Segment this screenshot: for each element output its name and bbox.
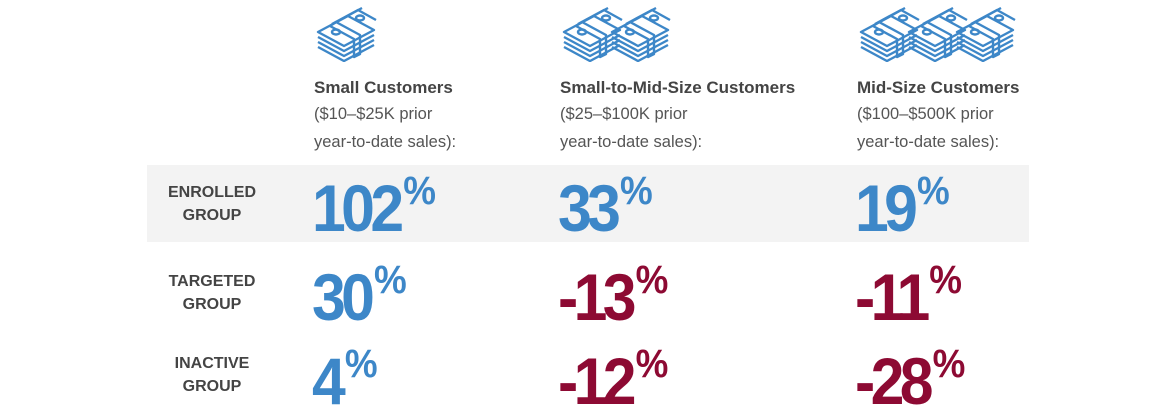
percent-value: 4% [312,344,378,414]
subtitle-line: year-to-date sales): [560,133,703,151]
column-header: Small Customers ($10–$25K prior year-to-d… [314,0,514,156]
icon-group [857,0,1057,66]
row-label-line: INACTIVE [174,355,250,372]
percent-value: -13% [558,260,668,330]
row-label: TARGETED GROUP [147,270,277,316]
row-label: INACTIVE GROUP [147,352,277,398]
subtitle-line: ($100–$500K prior [857,105,994,123]
percent-value: 19% [855,171,950,241]
percent-number: -11 [855,260,930,334]
column-subtitle: ($10–$25K prior year-to-date sales): [314,100,514,156]
subtitle-line: ($25–$100K prior [560,105,688,123]
percent-number: 4 [312,344,346,418]
column-header: Small-to-Mid-Size Customers ($25–$100K p… [560,0,795,156]
percent-value: 30% [312,260,407,330]
percent-number: 30 [312,260,375,334]
subtitle-line: year-to-date sales): [857,133,1000,151]
column-title: Mid-Size Customers [857,78,1020,97]
column-title: Small-to-Mid-Size Customers [560,78,796,97]
percent-sign: % [929,258,962,302]
percent-value: -12% [558,344,668,414]
percent-number: 19 [855,171,918,245]
column-title: Small Customers [314,78,453,97]
percent-value: 33% [558,171,653,241]
row-label-line: ENROLLED [168,184,256,201]
percent-number: 33 [558,171,621,245]
percent-sign: % [917,169,950,213]
row-label-line: GROUP [182,296,242,313]
percent-sign: % [620,169,653,213]
column-subtitle: ($100–$500K prior year-to-date sales): [857,100,1057,156]
row-label-line: TARGETED [168,273,256,290]
icon-group [314,0,514,66]
enrolled-row-band [147,165,1029,242]
percent-number: -28 [855,344,934,418]
percent-sign: % [635,258,669,302]
icon-group [560,0,795,66]
column-subtitle: ($25–$100K prior year-to-date sales): [560,100,760,156]
percent-value: -28% [855,344,965,414]
percent-sign: % [344,342,378,386]
column-header: Mid-Size Customers ($100–$500K prior year… [857,0,1057,156]
row-label: ENROLLED GROUP [147,181,277,227]
percent-sign: % [374,258,407,302]
subtitle-line: ($10–$25K prior [314,105,433,123]
percent-sign: % [932,342,966,386]
row-label-line: GROUP [182,207,242,224]
percent-number: 102 [312,171,404,245]
subtitle-line: year-to-date sales): [314,133,457,151]
percent-sign: % [403,169,436,213]
percent-value: 102% [312,171,436,241]
percent-number: -13 [558,260,637,334]
percent-sign: % [635,342,669,386]
percent-value: -11% [855,260,962,330]
row-label-line: GROUP [182,378,242,395]
percent-number: -12 [558,344,637,418]
